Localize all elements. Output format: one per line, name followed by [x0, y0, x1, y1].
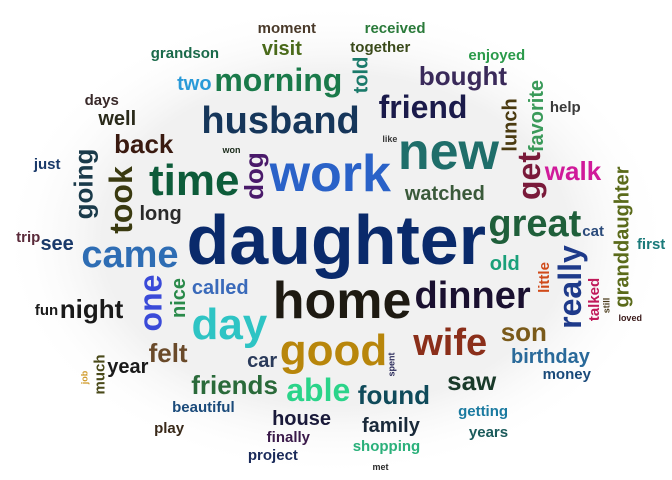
word-little: little	[535, 261, 553, 293]
word-time: time	[149, 155, 240, 205]
word-friends: friends	[191, 370, 278, 401]
word-enjoyed: enjoyed	[468, 46, 526, 64]
word-still: still	[601, 297, 612, 314]
word-cat: cat	[582, 223, 604, 241]
word-dinner: dinner	[414, 274, 531, 317]
word-just: just	[33, 156, 61, 174]
word-going: going	[68, 148, 99, 220]
word-felt: felt	[148, 337, 188, 368]
word-walk: walk	[544, 156, 602, 187]
word-two: two	[177, 72, 212, 95]
word-visit: visit	[261, 37, 302, 60]
word-family: family	[362, 414, 420, 437]
word-favorite: favorite	[526, 79, 549, 152]
word-told: told	[350, 57, 373, 94]
word-finally: finally	[266, 428, 311, 446]
word-fun: fun	[34, 301, 59, 319]
word-found: found	[357, 380, 430, 410]
word-back: back	[114, 128, 174, 159]
word-first: first	[636, 235, 666, 253]
word-help: help	[549, 99, 581, 117]
word-son: son	[500, 317, 547, 348]
word-trip: trip	[16, 229, 41, 247]
word-house: house	[272, 407, 331, 430]
word-good: good	[279, 326, 388, 376]
word-able: able	[286, 372, 351, 409]
word-years: years	[468, 423, 509, 441]
word-project: project	[247, 447, 298, 465]
word-work: work	[269, 144, 391, 203]
word-husband: husband	[201, 99, 360, 142]
word-much: much	[91, 354, 109, 395]
word-money: money	[542, 366, 591, 384]
word-loved: loved	[618, 313, 642, 324]
word-great: great	[488, 203, 582, 246]
word-together: together	[350, 38, 411, 56]
word-shopping: shopping	[352, 438, 421, 456]
word-won: won	[222, 144, 241, 155]
word-year: year	[107, 355, 149, 378]
word-car: car	[247, 350, 278, 373]
word-lunch: lunch	[499, 98, 522, 152]
word-called: called	[191, 276, 249, 299]
word-spent: spent	[386, 352, 397, 377]
word-nice: nice	[168, 277, 191, 318]
word-took: took	[102, 166, 139, 235]
word-old: old	[489, 252, 520, 275]
word-moment: moment	[257, 19, 316, 37]
word-watched: watched	[404, 183, 485, 206]
word-wife: wife	[413, 322, 488, 365]
word-getting: getting	[458, 402, 509, 420]
word-met: met	[372, 461, 389, 472]
word-get: get	[510, 152, 547, 201]
word-daughter: daughter	[186, 201, 486, 279]
word-morning: morning	[214, 61, 343, 98]
word-day: day	[191, 299, 268, 349]
word-one: one	[132, 274, 169, 332]
word-like: like	[382, 134, 398, 145]
word-new: new	[397, 123, 499, 182]
word-home: home	[272, 272, 412, 331]
word-night: night	[59, 294, 124, 325]
word-birthday: birthday	[510, 346, 590, 369]
word-dog: dog	[238, 152, 269, 201]
word-friend: friend	[378, 88, 468, 125]
word-long: long	[139, 203, 182, 226]
word-play: play	[154, 419, 185, 437]
word-received: received	[364, 20, 426, 38]
word-well: well	[98, 107, 137, 130]
word-really: really	[551, 245, 588, 330]
word-granddaughter: granddaughter	[611, 166, 634, 308]
word-job: job	[79, 370, 90, 385]
word-came: came	[81, 234, 179, 277]
word-grandson: grandson	[150, 44, 220, 62]
word-days: days	[84, 92, 119, 110]
word-saw: saw	[447, 366, 497, 397]
word-beautiful: beautiful	[172, 399, 235, 417]
word-see: see	[40, 233, 74, 256]
word-bought: bought	[418, 60, 507, 91]
